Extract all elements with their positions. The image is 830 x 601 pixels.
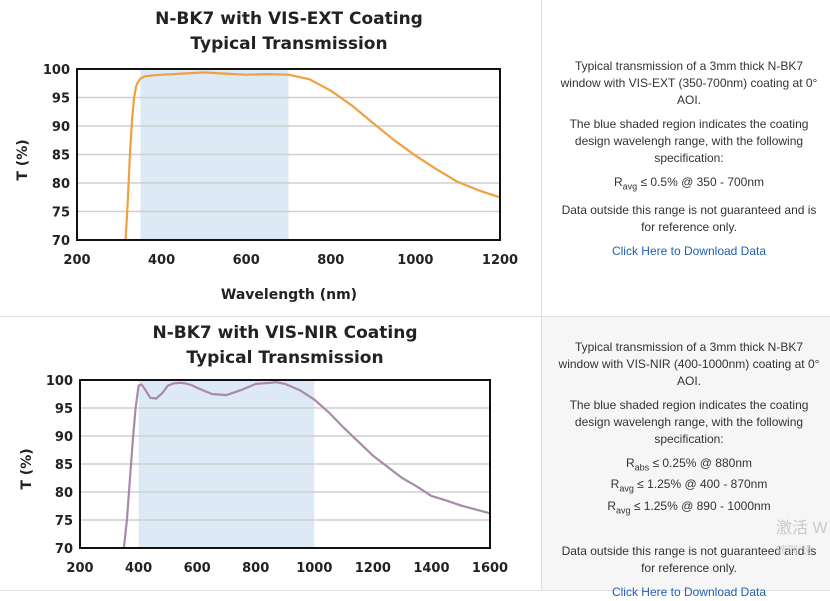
spec-subscript: abs	[634, 462, 650, 473]
description-disclaimer: Data outside this range is not guarantee…	[561, 544, 817, 576]
spec-symbol: R	[607, 498, 616, 513]
plot-frame	[76, 68, 501, 241]
y-tick-label: 75	[55, 514, 73, 529]
y-tick-label: 100	[46, 374, 73, 389]
x-tick-label: 600	[233, 253, 260, 268]
chart-title-line2: Typical Transmission	[186, 348, 383, 368]
plot-frame	[79, 379, 491, 549]
x-tick-label: 600	[184, 561, 211, 576]
y-tick-label: 85	[52, 149, 70, 164]
spec-list: Ravg ≤ 0.5% @ 350 - 700nm	[554, 174, 824, 195]
chart-row-vis-ext: N-BK7 with VIS-EXT Coating Typical Trans…	[0, 0, 830, 317]
description-text: Typical transmission of a 3mm thick N-BK…	[558, 340, 820, 388]
y-tick-label: 100	[43, 63, 70, 78]
description-panel-vis-ext: Typical transmission of a 3mm thick N-BK…	[542, 0, 830, 316]
x-tick-label: 1200	[355, 561, 391, 576]
y-axis-label: T (%)	[19, 448, 35, 489]
y-tick-label: 95	[52, 92, 70, 107]
spec-symbol: R	[610, 477, 620, 492]
description-disclaimer: Data outside this range is not guarantee…	[561, 203, 817, 235]
x-tick-label: 1000	[296, 561, 332, 576]
description-panel-vis-nir: Typical transmission of a 3mm thick N-BK…	[542, 317, 830, 599]
watermark-line2: 转到“设	[776, 545, 813, 557]
download-data-link[interactable]: Click Here to Download Data	[611, 585, 767, 600]
description-shading-note: The blue shaded region indicates the coa…	[569, 398, 809, 446]
chart-title-line1: N-BK7 with VIS-NIR Coating	[152, 323, 417, 343]
watermark-line1: 激活 W	[776, 520, 828, 537]
spec-line: Ravg ≤ 1.25% @ 400 - 870nm	[554, 476, 824, 497]
y-tick-label: 95	[55, 402, 73, 417]
y-tick-label: 90	[52, 120, 70, 135]
x-axis-label: Wavelength (nm)	[221, 287, 357, 303]
chart-cell-vis-nir: N-BK7 with VIS-NIR Coating Typical Trans…	[0, 317, 542, 590]
chart-cell-vis-ext: N-BK7 with VIS-EXT Coating Typical Trans…	[0, 0, 542, 316]
spec-symbol: R	[625, 456, 635, 470]
x-tick-label: 200	[66, 561, 93, 576]
x-tick-label: 200	[63, 253, 90, 268]
spec-symbol: R	[613, 175, 623, 189]
y-tick-label: 80	[52, 177, 70, 192]
chart-vis-nir: N-BK7 with VIS-NIR Coating Typical Trans…	[19, 323, 508, 576]
spec-line: Ravg ≤ 0.5% @ 350 - 700nm	[554, 174, 824, 195]
spec-line: Ravg ≤ 1.25% @ 890 - 1000nm	[554, 498, 824, 519]
y-tick-label: 80	[55, 486, 73, 501]
x-tick-label: 1000	[397, 253, 433, 268]
chart-vis-ext: N-BK7 with VIS-EXT Coating Typical Trans…	[15, 9, 518, 303]
spec-value: ≤ 1.25% @ 890 - 1000nm	[630, 498, 771, 513]
spec-list: Rabs ≤ 0.25% @ 880nm Ravg ≤ 1.25% @ 400 -…	[554, 455, 824, 519]
spec-value: ≤ 0.5% @ 350 - 700nm	[637, 175, 765, 189]
x-tick-label: 1200	[482, 253, 518, 268]
spec-value: ≤ 0.25% @ 880nm	[649, 456, 753, 470]
x-tick-label: 1400	[413, 561, 449, 576]
spec-subscript: avg	[622, 181, 638, 192]
spec-line: Rabs ≤ 0.25% @ 880nm	[554, 455, 824, 476]
transmission-curve	[122, 381, 491, 549]
y-tick-label: 70	[55, 542, 73, 557]
x-tick-label: 1600	[472, 561, 508, 576]
chart-title-line2: Typical Transmission	[190, 34, 387, 54]
description-vis-nir: Typical transmission of a 3mm thick N-BK…	[554, 339, 824, 601]
y-tick-label: 70	[52, 234, 70, 249]
y-tick-label: 85	[55, 458, 73, 473]
x-tick-label: 800	[317, 253, 344, 268]
description-vis-ext: Typical transmission of a 3mm thick N-BK…	[554, 58, 824, 260]
spec-subscript: avg	[615, 505, 631, 516]
spec-value: ≤ 1.25% @ 400 - 870nm	[633, 477, 768, 492]
x-tick-label: 400	[148, 253, 175, 268]
chart-row-vis-nir: N-BK7 with VIS-NIR Coating Typical Trans…	[0, 317, 830, 599]
transmission-curve	[124, 71, 501, 241]
chart-title-line1: N-BK7 with VIS-EXT Coating	[155, 9, 423, 29]
description-shading-note: The blue shaded region indicates the coa…	[569, 117, 809, 165]
description-text: Typical transmission of a 3mm thick N-BK…	[560, 59, 818, 107]
y-axis-label: T (%)	[15, 139, 31, 180]
spec-subscript: avg	[619, 483, 634, 494]
x-tick-label: 800	[242, 561, 269, 576]
download-data-link[interactable]: Click Here to Download Data	[611, 244, 767, 259]
y-tick-label: 90	[55, 430, 73, 445]
y-tick-label: 75	[52, 206, 70, 221]
x-tick-label: 400	[125, 561, 152, 576]
